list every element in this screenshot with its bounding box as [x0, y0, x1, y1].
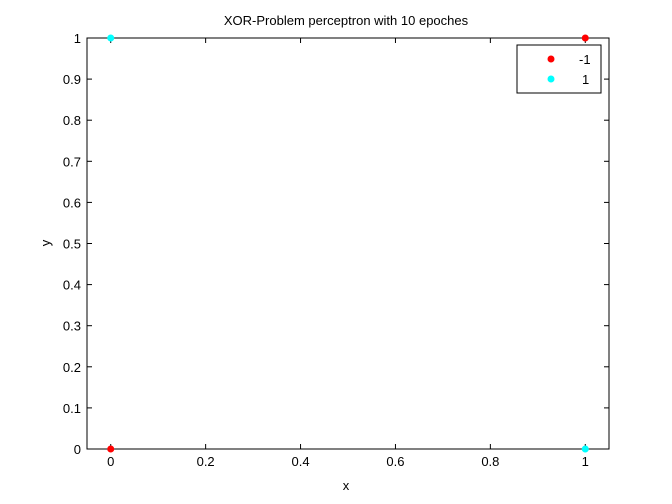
plot-area: [86, 37, 610, 450]
y-tick-label: 1: [74, 31, 81, 46]
legend-marker-series-1: [547, 75, 555, 83]
legend-label-series-1: 1: [582, 72, 589, 87]
x-tick-label: 1: [582, 454, 589, 469]
y-tick-label: 0.4: [63, 278, 81, 293]
data-point-series-0: [107, 445, 115, 453]
y-tick-label: 0.7: [63, 154, 81, 169]
x-tick-label: 0.6: [386, 454, 404, 469]
data-points: [107, 34, 589, 453]
legend-box: [516, 44, 602, 94]
y-tick-label: 0.6: [63, 195, 81, 210]
y-tick-label: 0.3: [63, 319, 81, 334]
x-axis-label: x: [343, 478, 350, 493]
x-tick-label: 0.8: [481, 454, 499, 469]
data-point-series-1: [107, 34, 115, 42]
legend-marker-series-0: [547, 55, 555, 63]
x-tick-label: 0: [107, 454, 114, 469]
legend-label-series-0: -1: [579, 52, 591, 67]
y-tick-label: 0.9: [63, 72, 81, 87]
legend: -1 1: [516, 44, 602, 94]
y-tick-label: 0.8: [63, 113, 81, 128]
data-point-series-1: [581, 445, 589, 453]
y-tick-label: 0.1: [63, 401, 81, 416]
x-tick-label: 0.2: [197, 454, 215, 469]
x-axis: 0 0.2 0.4 0.6 0.8 1: [107, 38, 589, 469]
data-point-series-0: [581, 34, 589, 42]
x-tick-label: 0.4: [292, 454, 310, 469]
chart-title: XOR-Problem perceptron with 10 epoches: [224, 13, 469, 28]
y-axis: 0 0.1 0.2 0.3 0.4 0.5 0.6 0.7 0.8 0.9 1: [63, 31, 609, 457]
y-tick-label: 0.5: [63, 237, 81, 252]
y-tick-label: 0: [74, 442, 81, 457]
y-axis-label: y: [38, 239, 53, 246]
y-tick-label: 0.2: [63, 360, 81, 375]
